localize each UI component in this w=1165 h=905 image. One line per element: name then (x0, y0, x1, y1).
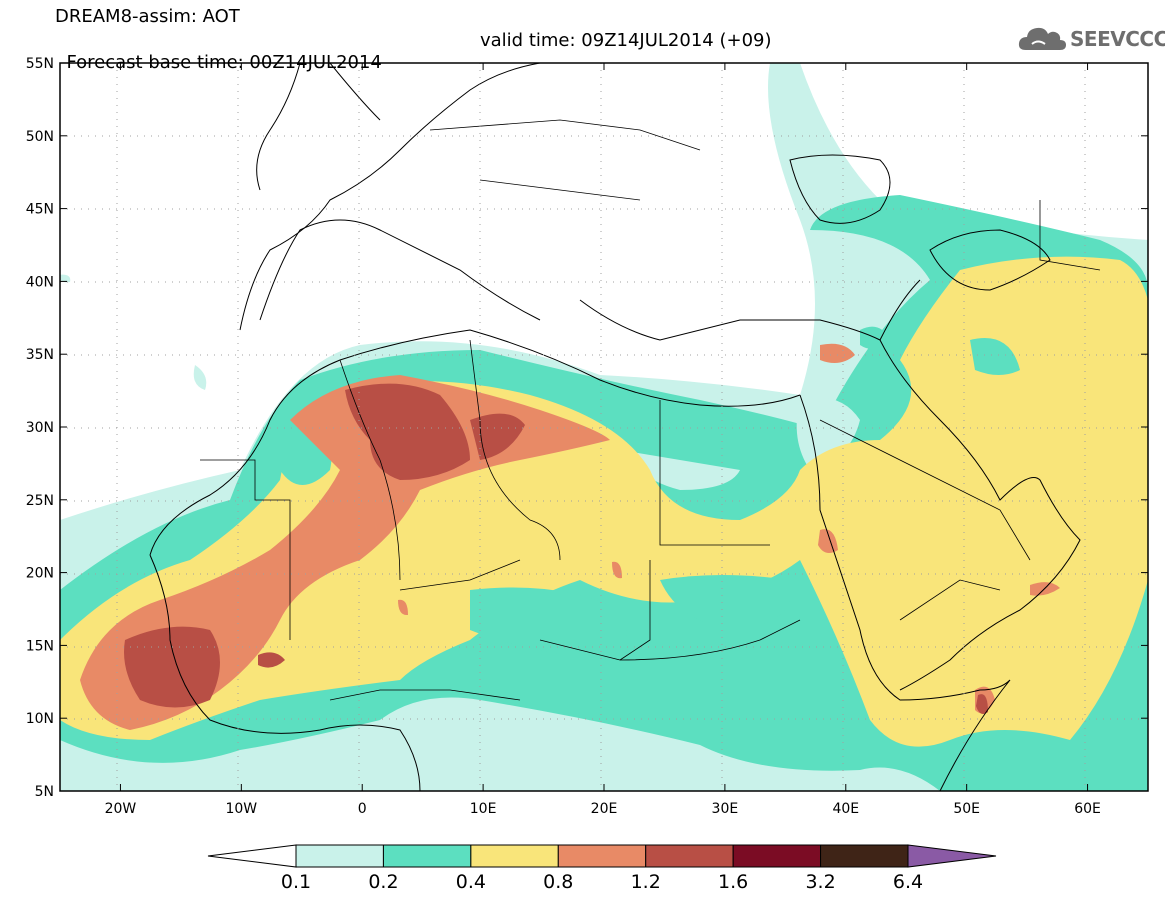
aot-field (60, 63, 1148, 791)
aot-0.1-patch-1 (193, 365, 207, 390)
lon-tick-label: 20E (591, 801, 618, 817)
colorbar-swatch (820, 844, 909, 868)
lon-tick-label: 60E (1074, 801, 1101, 817)
colorbar-label: 3.2 (805, 871, 835, 893)
lon-tick-label: 10E (470, 801, 497, 817)
lat-tick-label: 30N (26, 420, 54, 436)
chart-title: DREAM8-assim: AOT (55, 6, 240, 27)
aot-1.2-patch-mali (258, 652, 285, 668)
colorbar-swatch (295, 844, 384, 868)
lon-tick-label: 40E (832, 801, 859, 817)
aot-0.4-region (60, 256, 1148, 747)
aot-0.2-patch-2 (470, 587, 627, 660)
graticule (60, 63, 1148, 791)
colorbar-min-arrow (207, 844, 297, 868)
colorbar-max-arrow (907, 844, 997, 868)
lat-tick-label: 20N (26, 566, 54, 582)
colorbar-swatch (732, 844, 822, 868)
aot-0.8-patch-6 (398, 599, 408, 616)
colorbar-swatch (557, 844, 647, 868)
colorbar: 0.1 0.2 0.4 0.8 1.2 1.6 3.2 6.4 (207, 844, 997, 893)
colorbar-label: 0.2 (368, 871, 398, 893)
colorbar-label: 6.4 (893, 871, 923, 893)
lat-tick-label: 15N (26, 638, 54, 654)
aot-0.8-patch-5 (612, 561, 622, 579)
colorbar-label: 1.2 (631, 871, 661, 893)
logo-text: SEEVCCC (1070, 27, 1165, 51)
colorbar-label: 1.6 (718, 871, 748, 893)
colorbar-label: 0.1 (281, 871, 311, 893)
aot-clear-sahara-east (620, 450, 740, 490)
lon-tick-label: 0 (358, 801, 367, 817)
lat-tick-label: 5N (35, 784, 54, 800)
aot-0.8-patch-2 (818, 529, 838, 554)
colorbar-label: 0.4 (456, 871, 486, 893)
aot-1.2-region-libya (470, 413, 525, 460)
coastlines (149, 63, 1081, 791)
aot-1.2-patch-somalia (976, 694, 988, 714)
aot-0.2-patch-3 (660, 575, 792, 630)
lat-tick-label: 35N (26, 347, 54, 363)
aot-0.2-patch-4 (970, 338, 1020, 375)
colorbar-swatch (382, 844, 472, 868)
aot-0.1-patch-2 (60, 274, 71, 283)
colorbar-swatch (645, 844, 734, 868)
lat-tick-label: 25N (26, 493, 54, 509)
lon-tick-label: 10W (225, 801, 257, 817)
valid-time-label: valid time: 09Z14JUL2014 (+09) (480, 30, 772, 51)
lon-tick-label: 50E (953, 801, 980, 817)
longitude-axis: 20W 10W 0 10E 20E 30E 40E 50E 60E (105, 63, 1101, 817)
colorbar-swatch (470, 844, 559, 868)
aot-1.2-region-sahara (345, 383, 470, 480)
country-borders (200, 119, 1101, 701)
colorbar-label: 0.8 (543, 871, 573, 893)
seevccc-logo: SEEVCCC (1018, 22, 1165, 56)
lat-tick-label: 40N (26, 274, 54, 290)
cloud-icon (1018, 27, 1066, 50)
lat-tick-label: 45N (26, 202, 54, 218)
lat-tick-label: 55N (26, 56, 54, 72)
aot-clear-mideast (796, 397, 860, 470)
lon-tick-label: 30E (712, 801, 739, 817)
lon-tick-label: 20W (105, 801, 137, 817)
aot-0.8-patch-1 (820, 343, 855, 364)
lat-tick-label: 10N (26, 711, 54, 727)
latitude-axis: 55N 50N 45N 40N 35N 30N 25N 20N 15N 10N 5N (26, 56, 1148, 800)
lat-tick-label: 50N (26, 129, 54, 145)
aot-1.2-region-senegal (124, 626, 220, 708)
